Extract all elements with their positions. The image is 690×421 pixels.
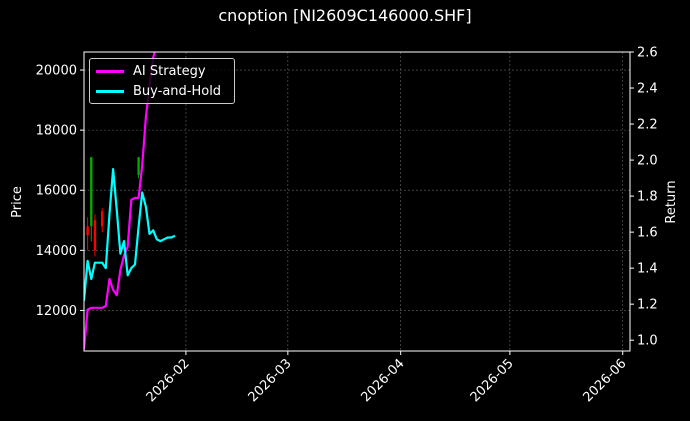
chart-title: cnoption [NI2609C146000.SHF] bbox=[218, 6, 472, 25]
legend-swatch-buy-and-hold bbox=[96, 89, 124, 93]
series-line-ai-strategy bbox=[84, 52, 156, 350]
legend-item-ai-strategy: AI Strategy bbox=[96, 61, 206, 81]
y2-tick-label-2: 1.4 bbox=[637, 262, 658, 277]
y2-tick-label-7: 2.4 bbox=[637, 82, 658, 97]
series-line-buy-and-hold bbox=[84, 168, 176, 301]
left-axis: 12000 14000 16000 18000 20000 bbox=[36, 64, 84, 319]
legend: AI Strategy Buy-and-Hold bbox=[89, 58, 235, 104]
y2-tick-label-4: 1.8 bbox=[637, 190, 658, 205]
candle-body-3 bbox=[101, 211, 104, 227]
x-tick-label-3: 2026-05 bbox=[468, 356, 517, 405]
plot-frame bbox=[83, 51, 631, 352]
x-tick-label-2: 2026-04 bbox=[358, 356, 407, 405]
y-tick-label-4: 20000 bbox=[36, 64, 77, 79]
y-tick-label-2: 16000 bbox=[36, 184, 77, 199]
y-axis-label: Price bbox=[10, 186, 25, 218]
y2-tick-label-0: 1.0 bbox=[637, 334, 658, 349]
candle-body-2 bbox=[93, 220, 97, 251]
series-lines bbox=[84, 52, 176, 350]
legend-label-ai-strategy: AI Strategy bbox=[133, 63, 206, 79]
y-tick-label-3: 18000 bbox=[36, 124, 77, 139]
x-tick-label-0: 2026-02 bbox=[144, 356, 193, 405]
legend-swatch-ai-strategy bbox=[96, 69, 124, 73]
y2-tick-label-5: 2.0 bbox=[637, 154, 658, 169]
x-axis: 2026-02 2026-03 2026-04 2026-05 2026-06 bbox=[144, 351, 630, 405]
candle-body-1 bbox=[90, 157, 93, 227]
legend-item-buy-and-hold: Buy-and-Hold bbox=[96, 81, 221, 101]
y2-tick-label-1: 1.2 bbox=[637, 298, 658, 313]
y2-axis-label: Return bbox=[664, 180, 679, 223]
candle-body-4 bbox=[137, 157, 140, 176]
candle-body-0 bbox=[86, 226, 89, 236]
legend-label-buy-and-hold: Buy-and-Hold bbox=[133, 83, 222, 99]
candles-group bbox=[86, 157, 140, 257]
y2-tick-label-8: 2.6 bbox=[637, 46, 658, 61]
right-axis: 1.0 1.2 1.4 1.6 1.8 2.0 2.2 2.4 2.6 bbox=[630, 46, 658, 349]
y-tick-label-1: 14000 bbox=[36, 244, 77, 259]
grid-lines bbox=[84, 52, 630, 351]
y-tick-label-0: 12000 bbox=[36, 304, 77, 319]
x-tick-label-4: 2026-06 bbox=[581, 356, 630, 405]
y2-tick-label-3: 1.6 bbox=[637, 226, 658, 241]
x-tick-label-1: 2026-03 bbox=[246, 356, 295, 405]
y2-tick-label-6: 2.2 bbox=[637, 118, 658, 133]
